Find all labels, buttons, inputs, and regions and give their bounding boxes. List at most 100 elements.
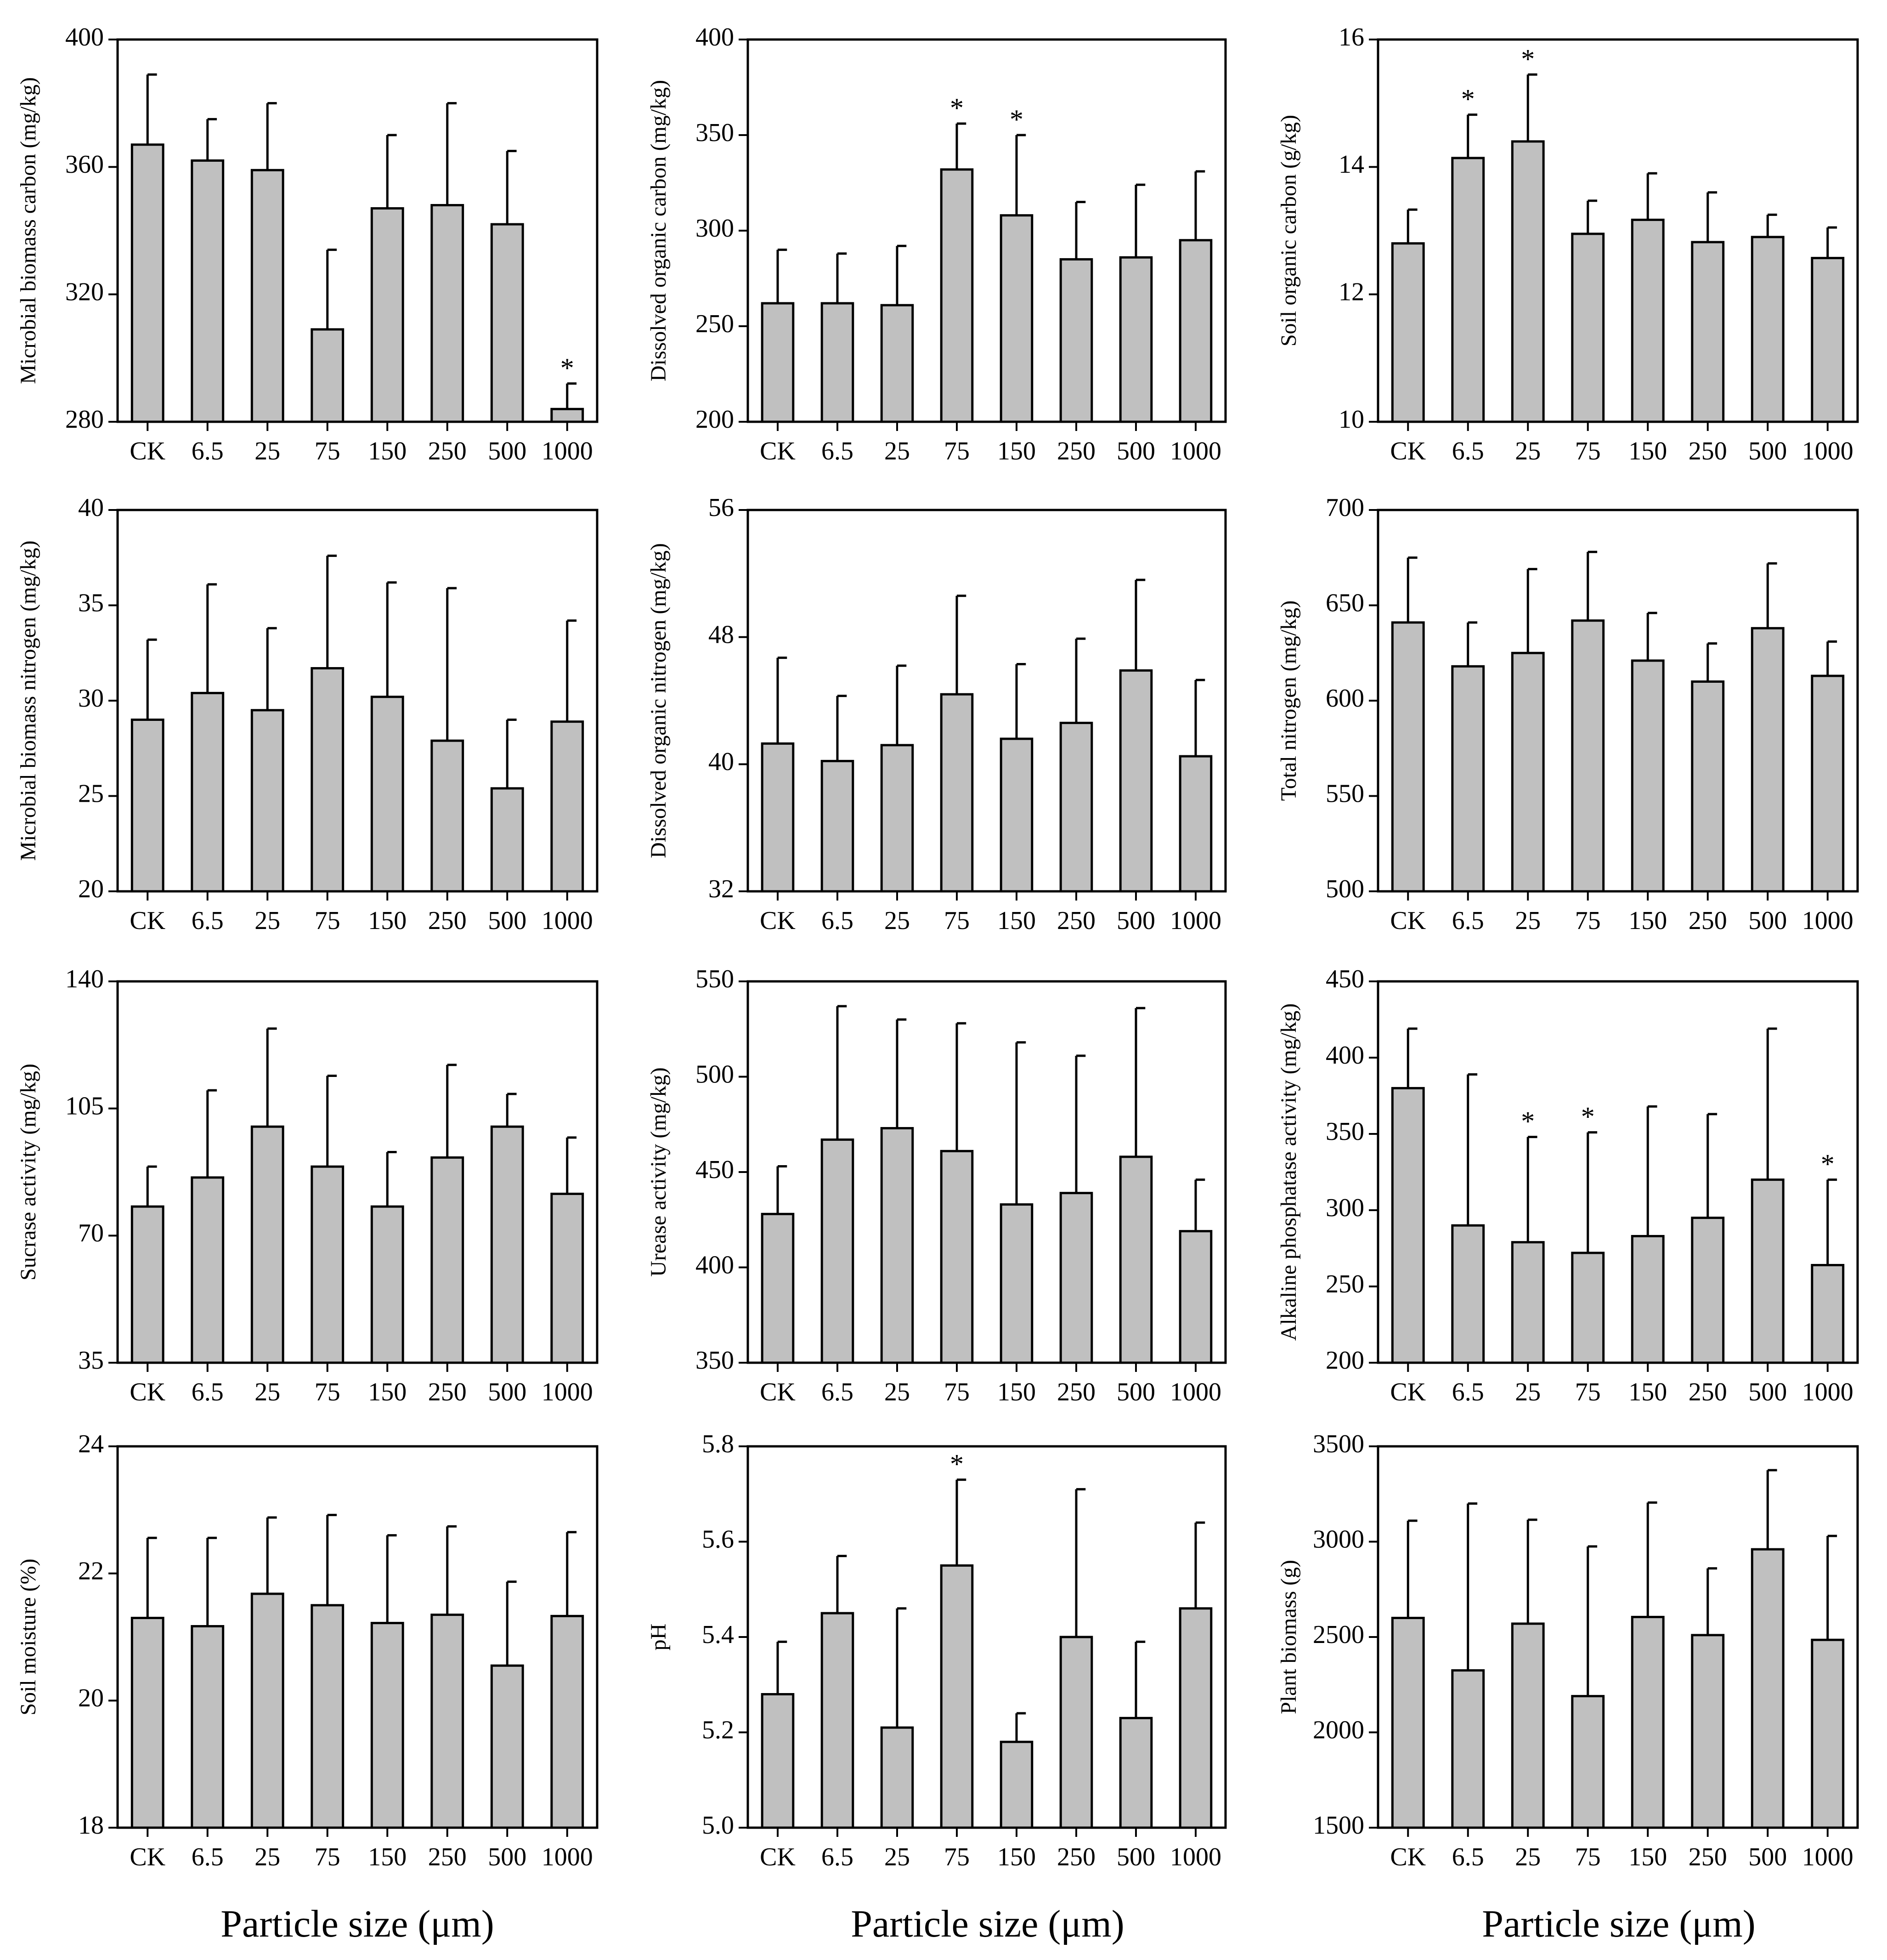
chart-panel-11: pH 5.0 5.2 5.4 5.6 5.8 CK 6.5 25 * 75 150 250 500 1000 bbox=[646, 1430, 1227, 1871]
x-tick-label: 25 bbox=[884, 437, 910, 465]
bar-1000 bbox=[550, 720, 584, 893]
bar-75 bbox=[940, 693, 974, 893]
bar-6.5 bbox=[1451, 157, 1485, 423]
x-tick-label: 250 bbox=[1689, 906, 1727, 935]
y-tick-label: 500 bbox=[695, 1060, 734, 1088]
chart-panel-6: Total nitrogen (mg/kg) 500 550 600 650 700 CK 6… bbox=[1277, 493, 1859, 935]
y-axis-label: Microbial biomass nitrogen (mg/kg) bbox=[16, 540, 40, 861]
bar-500 bbox=[490, 1664, 524, 1829]
y-tick-label: 350 bbox=[695, 119, 734, 147]
plot-frame bbox=[746, 980, 1227, 1364]
significance-star: * bbox=[1821, 1149, 1835, 1179]
y-tick-label: 105 bbox=[65, 1092, 104, 1121]
x-tick-label: CK bbox=[760, 437, 796, 465]
bar-CK bbox=[761, 1212, 795, 1364]
x-tick-label: CK bbox=[1390, 1378, 1426, 1406]
bar-150 bbox=[1631, 659, 1665, 893]
bar-CK bbox=[1391, 242, 1425, 423]
y-tick-label: 35 bbox=[78, 1346, 104, 1375]
bar-6.5 bbox=[191, 1625, 225, 1829]
significance-star: * bbox=[1521, 44, 1535, 74]
plot-frame bbox=[1377, 38, 1859, 423]
y-tick-label: 3500 bbox=[1313, 1430, 1364, 1458]
bar-6.5 bbox=[820, 1612, 854, 1829]
bar-500 bbox=[490, 787, 524, 893]
y-tick-label: 650 bbox=[1326, 589, 1364, 617]
x-tick-label: 25 bbox=[254, 906, 280, 935]
bar-250 bbox=[1059, 1192, 1093, 1364]
y-tick-label: 30 bbox=[78, 684, 104, 713]
bar-CK bbox=[761, 742, 795, 893]
y-axis-label: Urease activity (mg/kg) bbox=[646, 1067, 671, 1277]
bar-6.5 bbox=[1451, 1669, 1485, 1829]
y-axis-label: Sucrase activity (mg/kg) bbox=[16, 1064, 40, 1280]
y-tick-label: 12 bbox=[1339, 278, 1364, 306]
x-tick-label: 500 bbox=[488, 1378, 526, 1406]
y-tick-label: 320 bbox=[65, 278, 104, 306]
bar-6.5 bbox=[191, 159, 225, 423]
x-tick-label: 25 bbox=[1515, 1378, 1541, 1406]
x-tick-label: 250 bbox=[1057, 437, 1096, 465]
y-tick-label: 350 bbox=[695, 1346, 734, 1375]
x-tick-label: 1000 bbox=[1802, 906, 1853, 935]
x-tick-label: 150 bbox=[368, 437, 407, 465]
bar-CK bbox=[130, 719, 164, 893]
bar-25 bbox=[250, 1125, 284, 1364]
bar-500 bbox=[1751, 1548, 1785, 1829]
bar-500 bbox=[490, 223, 524, 423]
bar-1000 bbox=[1179, 239, 1213, 423]
y-tick-label: 300 bbox=[1326, 1194, 1364, 1222]
x-tick-label: CK bbox=[1390, 437, 1426, 465]
bar-1000 bbox=[1179, 1230, 1213, 1364]
x-tick-label: 6.5 bbox=[821, 1843, 853, 1871]
bar-500 bbox=[1119, 256, 1153, 423]
x-tick-label: 1000 bbox=[1802, 437, 1853, 465]
bar-25 bbox=[1511, 140, 1545, 423]
x-tick-label: 1000 bbox=[542, 1378, 593, 1406]
bar-CK bbox=[130, 143, 164, 423]
x-tick-label: 75 bbox=[315, 437, 340, 465]
x-tick-label: 25 bbox=[884, 1843, 910, 1871]
y-tick-label: 22 bbox=[78, 1557, 104, 1586]
bar-250 bbox=[430, 1156, 464, 1364]
bar-150 bbox=[370, 696, 404, 893]
bar-500 bbox=[490, 1125, 524, 1364]
x-tick-label: 75 bbox=[944, 1843, 970, 1871]
x-tick-label: 250 bbox=[428, 437, 467, 465]
y-tick-label: 400 bbox=[695, 23, 734, 51]
bar-6.5 bbox=[820, 1138, 854, 1364]
x-tick-label: 1000 bbox=[542, 437, 593, 465]
x-tick-label: 500 bbox=[1117, 437, 1155, 465]
y-tick-label: 500 bbox=[1326, 875, 1364, 903]
x-tick-label: 25 bbox=[1515, 1843, 1541, 1871]
bar-25 bbox=[880, 304, 914, 423]
bar-CK bbox=[761, 1693, 795, 1829]
bar-1000 bbox=[550, 1192, 584, 1364]
chart-panel-7: Sucrase activity (mg/kg) 35 70 105 140 CK 6.5 2… bbox=[16, 965, 599, 1406]
x-tick-label: 150 bbox=[997, 1843, 1036, 1871]
x-tick-label: 250 bbox=[1057, 1378, 1096, 1406]
x-tick-label: 75 bbox=[1575, 1378, 1601, 1406]
bar-25 bbox=[1511, 651, 1545, 893]
bar-1000 bbox=[1811, 257, 1845, 423]
x-tick-label: 6.5 bbox=[192, 437, 224, 465]
x-tick-label: 500 bbox=[1117, 1843, 1155, 1871]
plot-frame bbox=[1377, 509, 1859, 893]
y-tick-label: 32 bbox=[708, 875, 734, 903]
y-tick-label: 5.2 bbox=[702, 1716, 734, 1744]
x-tick-label: 250 bbox=[428, 1843, 467, 1871]
y-tick-label: 48 bbox=[708, 621, 734, 649]
bar-75 bbox=[311, 1604, 345, 1829]
bar-250 bbox=[1059, 1636, 1093, 1829]
x-tick-label: 75 bbox=[315, 1843, 340, 1871]
y-tick-label: 2000 bbox=[1313, 1716, 1364, 1744]
bar-CK bbox=[130, 1205, 164, 1364]
bar-500 bbox=[1119, 1156, 1153, 1364]
bar-25 bbox=[250, 169, 284, 423]
x-tick-label: 500 bbox=[1117, 1378, 1155, 1406]
bar-1000 bbox=[1179, 1607, 1213, 1829]
x-tick-label: 250 bbox=[1057, 906, 1096, 935]
x-tick-label: 25 bbox=[254, 437, 280, 465]
bar-250 bbox=[1691, 680, 1725, 893]
x-tick-label: 150 bbox=[997, 437, 1036, 465]
